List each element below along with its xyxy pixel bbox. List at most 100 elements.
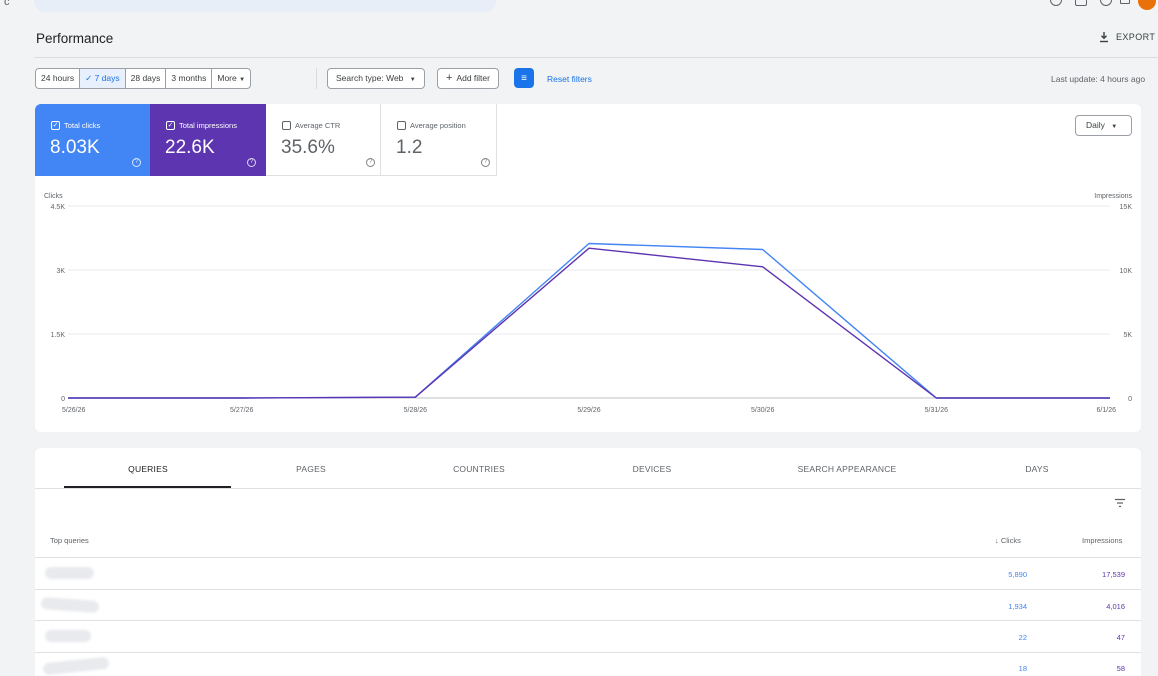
search-input[interactable]	[34, 0, 496, 12]
column-header-query: Top queries	[50, 536, 89, 545]
y-tick-right: 15K	[1120, 204, 1133, 211]
tab-pages[interactable]: PAGES	[296, 464, 326, 474]
top-bar: c	[0, 0, 1158, 12]
row-divider	[35, 620, 1141, 621]
cell-impressions: 17,539	[1102, 570, 1125, 579]
metric-total-impressions[interactable]: ✓ Total impressions 22.6K ?	[150, 104, 266, 176]
filter-lines-icon: ≡	[521, 72, 527, 84]
notifications-icon[interactable]	[1100, 0, 1112, 6]
caret-down-icon: ▼	[1111, 124, 1118, 130]
check-icon: ✓	[85, 73, 95, 83]
column-header-clicks[interactable]: ↓ Clicks	[995, 536, 1021, 545]
table-filter-icon[interactable]	[1114, 498, 1126, 508]
caret-down-icon: ▼	[409, 77, 416, 83]
date-range-24-hours[interactable]: 24 hours	[36, 69, 81, 88]
x-tick-label: 6/1/26	[1097, 407, 1117, 414]
x-tick-label: 5/29/26	[577, 407, 600, 414]
x-tick-label: 5/26/26	[62, 407, 85, 414]
row-divider	[35, 652, 1141, 653]
performance-chart-card: ✓ Total clicks 8.03K ? ✓ Total impressions…	[35, 104, 1141, 432]
cell-clicks: 5,890	[1008, 570, 1027, 579]
cell-impressions: 58	[1116, 664, 1125, 673]
y-axis-right-label: Impressions	[1094, 193, 1132, 200]
y-tick-left: 0	[61, 396, 65, 403]
performance-line-chart: Clicks Impressions 0 0 1.5K 5K 3K 10K 4.5K 15K 5/2…	[44, 193, 1133, 414]
header-divider	[34, 57, 1158, 58]
help-icon[interactable]: ?	[247, 158, 256, 167]
plus-icon: +	[446, 72, 453, 84]
cell-clicks: 22	[1018, 633, 1027, 642]
redacted-query	[45, 567, 94, 579]
checkbox-checked-icon: ✓	[51, 121, 60, 130]
help-icon[interactable]: ?	[481, 158, 490, 167]
date-range-28-days[interactable]: 28 days	[126, 69, 167, 88]
metric-average-position[interactable]: Average position 1.2 ?	[381, 104, 497, 176]
x-tick-label: 5/28/26	[404, 407, 427, 414]
page-title: Performance	[36, 31, 114, 46]
apps-icon[interactable]	[1120, 0, 1130, 4]
redacted-query	[42, 656, 110, 676]
tab-search-appearance[interactable]: SEARCH APPEARANCE	[797, 464, 897, 474]
sort-arrow-down-icon: ↓	[995, 536, 1001, 545]
last-update-text: Last update: 4 hours ago	[1051, 74, 1146, 84]
add-filter-button[interactable]: + Add filter	[437, 68, 499, 89]
avatar[interactable]	[1138, 0, 1156, 10]
column-header-impressions[interactable]: Impressions	[1082, 536, 1123, 545]
edge-letter: c	[4, 0, 10, 8]
series-line-impressions	[68, 247, 1110, 399]
date-range-7-days[interactable]: ✓ 7 days	[80, 69, 126, 88]
cell-impressions: 47	[1116, 633, 1125, 642]
metric-value: 8.03K	[50, 137, 100, 158]
active-tab-indicator	[64, 486, 231, 488]
row-divider	[35, 557, 1141, 558]
caret-down-icon: ▼	[239, 77, 246, 83]
checkbox-checked-icon: ✓	[166, 121, 175, 130]
cell-impressions: 4,016	[1106, 602, 1125, 611]
y-axis-left-label: Clicks	[44, 193, 63, 200]
x-tick-label: 5/31/26	[925, 407, 948, 414]
metric-label: Average position	[410, 121, 466, 130]
metric-value: 35.6%	[281, 137, 335, 158]
tab-countries[interactable]: COUNTRIES	[453, 464, 505, 474]
filter-settings-button[interactable]: ≡	[514, 68, 534, 88]
users-icon[interactable]	[1075, 0, 1087, 6]
checkbox-unchecked-icon	[397, 121, 406, 130]
y-tick-left: 1.5K	[51, 332, 66, 339]
help-icon[interactable]	[1050, 0, 1062, 6]
redacted-query	[40, 596, 100, 614]
download-icon	[1100, 32, 1108, 43]
tab-queries[interactable]: QUERIES	[128, 464, 168, 474]
tab-devices[interactable]: DEVICES	[632, 464, 672, 474]
export-label: EXPORT	[1116, 32, 1156, 42]
filter-divider	[316, 68, 317, 89]
reset-filters-link[interactable]: Reset filters	[547, 74, 592, 84]
date-range-group: 24 hours ✓ 7 days 28 days 3 months More …	[35, 68, 252, 89]
x-tick-label: 5/30/26	[751, 407, 774, 414]
metric-label: Total clicks	[64, 121, 101, 130]
x-tick-label: 5/27/26	[230, 407, 253, 414]
y-tick-right: 0	[1128, 396, 1132, 403]
help-icon[interactable]: ?	[132, 158, 141, 167]
granularity-select[interactable]: Daily ▼	[1075, 115, 1132, 136]
y-tick-left: 3K	[56, 268, 65, 275]
series-line-clicks	[68, 242, 1110, 399]
checkbox-unchecked-icon	[282, 121, 291, 130]
metric-label: Total impressions	[179, 121, 237, 130]
date-range-more[interactable]: More ▼	[217, 73, 246, 83]
cell-clicks: 18	[1018, 664, 1027, 673]
metric-average-ctr[interactable]: Average CTR 35.6% ?	[266, 104, 381, 176]
metric-total-clicks[interactable]: ✓ Total clicks 8.03K ?	[35, 104, 150, 176]
redacted-query	[45, 630, 91, 642]
metric-label: Average CTR	[295, 121, 341, 130]
tabs-divider	[35, 488, 1141, 489]
metric-value: 1.2	[396, 137, 423, 158]
tab-days[interactable]: DAYS	[1025, 464, 1049, 474]
y-tick-right: 10K	[1120, 268, 1133, 275]
date-range-3-months[interactable]: 3 months	[166, 69, 213, 88]
export-button[interactable]: EXPORT	[1098, 31, 1155, 43]
help-icon[interactable]: ?	[366, 158, 375, 167]
cell-clicks: 1,934	[1008, 602, 1027, 611]
search-type-chip[interactable]: Search type: Web ▼	[327, 68, 425, 89]
row-divider	[35, 589, 1141, 590]
dimensions-table-card: QUERIES PAGES COUNTRIES DEVICES SEARCH A…	[35, 448, 1141, 676]
